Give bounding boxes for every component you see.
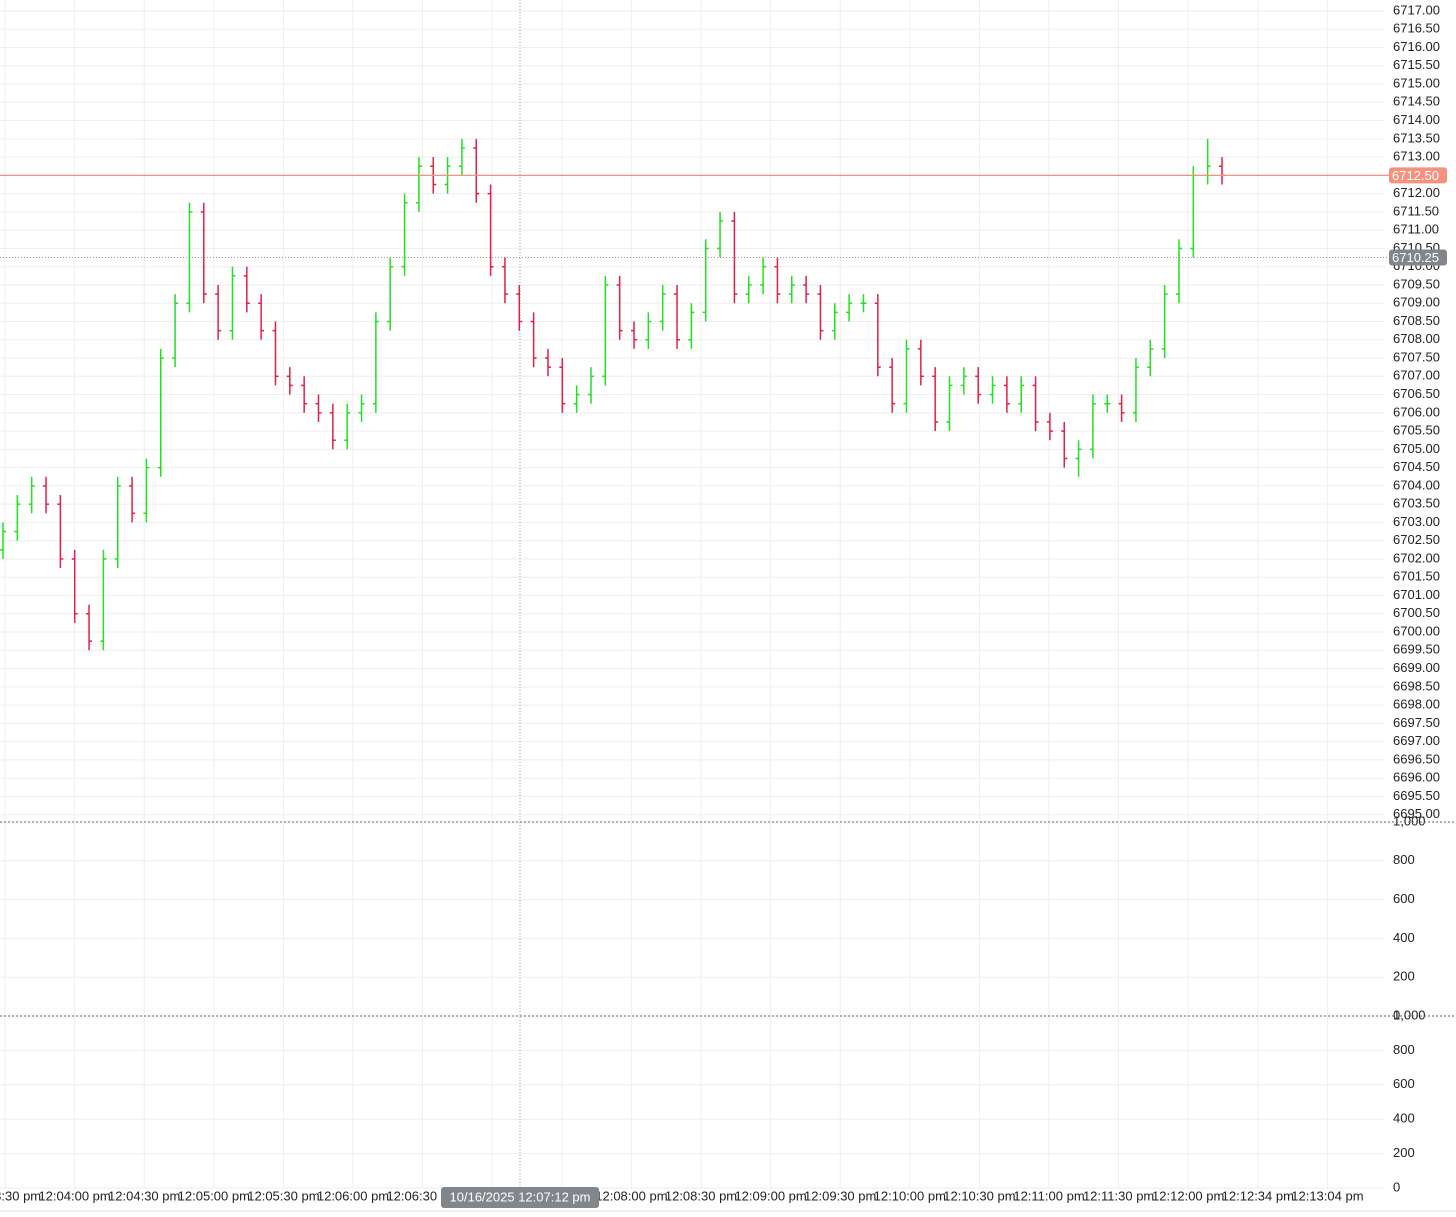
y-tick-label: 400 bbox=[1393, 930, 1415, 945]
y-tick-label: 6713.50 bbox=[1393, 130, 1440, 145]
y-tick-label: 600 bbox=[1393, 891, 1415, 906]
last-price-label: 6712.50 bbox=[1392, 168, 1439, 183]
y-tick-label: 6714.00 bbox=[1393, 112, 1440, 127]
crosshair-time-tag bbox=[441, 1187, 599, 1208]
x-tick-label: 12:04:30 pm bbox=[108, 1188, 180, 1203]
crosshair-price-tag bbox=[1389, 249, 1447, 266]
y-tick-label: 6698.50 bbox=[1393, 678, 1440, 693]
y-tick-label: 200 bbox=[1393, 969, 1415, 984]
y-tick-label: 6711.00 bbox=[1393, 222, 1439, 237]
y-tick-label: 6702.50 bbox=[1393, 532, 1440, 547]
y-tick-label: 6713.00 bbox=[1393, 149, 1440, 164]
y-tick-label: 6716.00 bbox=[1393, 39, 1440, 54]
y-tick-label: 6700.50 bbox=[1393, 605, 1440, 620]
y-tick-label: 6707.50 bbox=[1393, 349, 1440, 364]
y-tick-label: 6700.00 bbox=[1393, 623, 1440, 638]
x-tick-label: 12:04:00 pm bbox=[38, 1188, 110, 1203]
x-tick-label: 12:11:30 pm bbox=[1083, 1188, 1154, 1203]
y-tick-label: 6705.00 bbox=[1393, 441, 1440, 456]
y-tick-label: 6699.00 bbox=[1393, 660, 1440, 675]
y-tick-label: 6711.50 bbox=[1393, 203, 1439, 218]
y-tick-label: 6695.00 bbox=[1393, 806, 1440, 821]
y-tick-label: 0 bbox=[1393, 1179, 1400, 1194]
x-tick-label: 12:10:00 pm bbox=[874, 1188, 946, 1203]
y-tick-label: 6702.00 bbox=[1393, 550, 1440, 565]
y-tick-label: 6698.00 bbox=[1393, 697, 1440, 712]
y-tick-label: 6705.50 bbox=[1393, 423, 1440, 438]
y-tick-label: 6697.50 bbox=[1393, 715, 1440, 730]
y-tick-label: 6701.00 bbox=[1393, 587, 1440, 602]
y-tick-label: 800 bbox=[1393, 852, 1415, 867]
y-tick-label: 6699.50 bbox=[1393, 642, 1440, 657]
y-tick-label: 6703.50 bbox=[1393, 496, 1440, 511]
y-tick-label: 400 bbox=[1393, 1111, 1415, 1126]
x-tick-label: 12:10:30 pm bbox=[943, 1188, 1015, 1203]
y-tick-label: 6715.00 bbox=[1393, 75, 1440, 90]
last-price-tag bbox=[1389, 167, 1447, 184]
y-tick-label: 6717.00 bbox=[1393, 2, 1440, 17]
y-tick-label: 6701.50 bbox=[1393, 569, 1440, 584]
x-tick-label: 12:05:00 pm bbox=[178, 1188, 250, 1203]
y-tick-label: 6703.00 bbox=[1393, 514, 1440, 529]
y-tick-label: 6709.00 bbox=[1393, 295, 1440, 310]
crosshair-price-label: 6710.25 bbox=[1392, 250, 1439, 265]
y-tick-label: 6708.50 bbox=[1393, 313, 1440, 328]
y-tick-label: 6714.50 bbox=[1393, 94, 1440, 109]
y-tick-label: 200 bbox=[1393, 1145, 1415, 1160]
y-tick-label: 6716.50 bbox=[1393, 21, 1440, 36]
y-tick-label: 6704.50 bbox=[1393, 459, 1440, 474]
x-tick-label: 12:09:30 pm bbox=[804, 1188, 876, 1203]
x-tick-label: 12:12:34 pm bbox=[1222, 1188, 1294, 1203]
y-tick-label: 6709.50 bbox=[1393, 276, 1440, 291]
y-tick-label: 6695.50 bbox=[1393, 788, 1440, 803]
x-tick-label: 12:06:30 pm bbox=[386, 1188, 458, 1203]
y-tick-label: 6706.50 bbox=[1393, 386, 1440, 401]
x-tick-label: 12:09:00 pm bbox=[734, 1188, 806, 1203]
y-tick-label: 6696.00 bbox=[1393, 770, 1440, 785]
y-tick-label: 0 bbox=[1393, 1007, 1400, 1022]
crosshair-time-label: 10/16/2025 12:07:12 pm bbox=[450, 1189, 591, 1204]
x-tick-label: 12:06:00 pm bbox=[317, 1188, 389, 1203]
y-tick-label: 800 bbox=[1393, 1042, 1415, 1057]
y-tick-label: 6696.50 bbox=[1393, 751, 1440, 766]
y-tick-label: 600 bbox=[1393, 1076, 1415, 1091]
y-tick-label: 1,000 bbox=[1393, 1007, 1426, 1022]
y-tick-label: 6707.00 bbox=[1393, 368, 1440, 383]
x-tick-label: 12:12:00 pm bbox=[1152, 1188, 1224, 1203]
x-tick-label: 12:05:30 pm bbox=[247, 1188, 319, 1203]
x-tick-label: 12:13:04 pm bbox=[1291, 1188, 1363, 1203]
x-tick-label: 12:08:00 pm bbox=[595, 1188, 667, 1203]
x-tick-label: 12:03:30 pm bbox=[0, 1188, 41, 1203]
y-tick-label: 6708.00 bbox=[1393, 331, 1440, 346]
x-tick-label: 12:08:30 pm bbox=[665, 1188, 737, 1203]
y-tick-label: 6706.00 bbox=[1393, 404, 1440, 419]
y-tick-label: 1,000 bbox=[1393, 813, 1426, 828]
y-tick-label: 6697.00 bbox=[1393, 733, 1440, 748]
y-tick-label: 6704.00 bbox=[1393, 477, 1440, 492]
x-tick-label: 12:11:00 pm bbox=[1013, 1188, 1084, 1203]
y-tick-label: 6712.00 bbox=[1393, 185, 1440, 200]
y-tick-label: 6715.50 bbox=[1393, 57, 1440, 72]
